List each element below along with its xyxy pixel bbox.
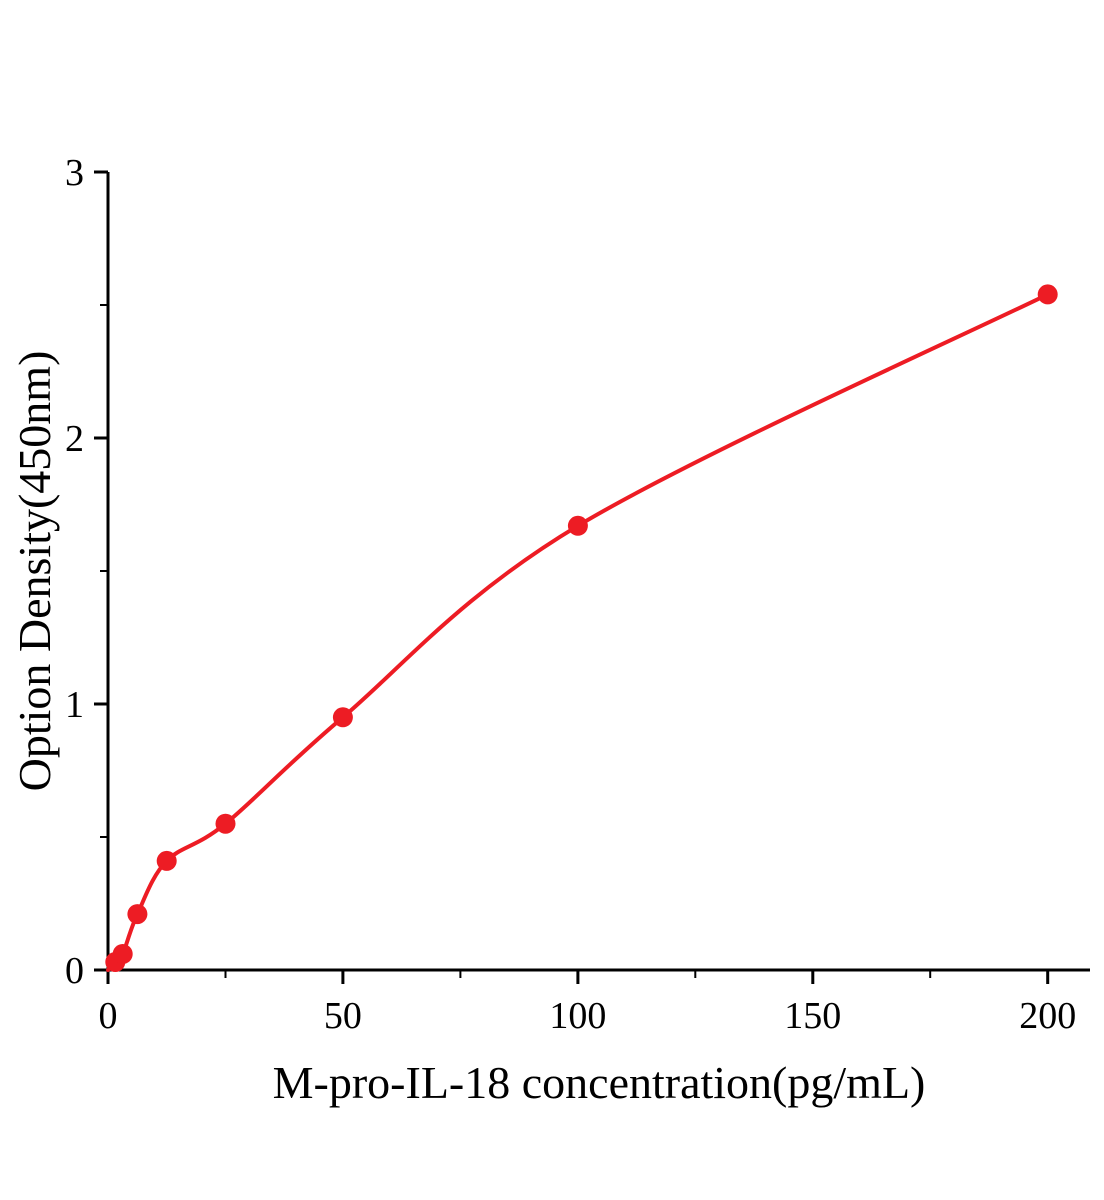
data-point [1037,284,1058,305]
y-tick-label: 0 [65,950,84,992]
data-point [127,904,148,925]
data-point [215,813,236,834]
x-axis-label: M-pro-IL-18 concentration(pg/mL) [273,1057,926,1108]
fit-curve [106,292,1050,972]
x-tick-label: 200 [1019,995,1076,1037]
data-point [112,944,133,964]
y-tick-label: 2 [65,418,84,460]
x-tick-label: 0 [99,995,118,1037]
data-point [332,707,353,728]
axes-group: 0 50 100 150 200 0 1 2 3 [65,152,1090,1037]
fit-curve-group [106,292,1050,972]
x-tick-label: 50 [324,995,362,1037]
data-points-group [105,284,1058,972]
y-tick-label: 3 [65,152,84,194]
x-tick-label: 100 [549,995,606,1037]
x-tick-label: 150 [784,995,841,1037]
data-point [156,850,177,871]
y-axis-label: Option Density(450nm) [9,351,60,792]
y-tick-label: 1 [65,684,84,726]
data-point [567,515,588,536]
